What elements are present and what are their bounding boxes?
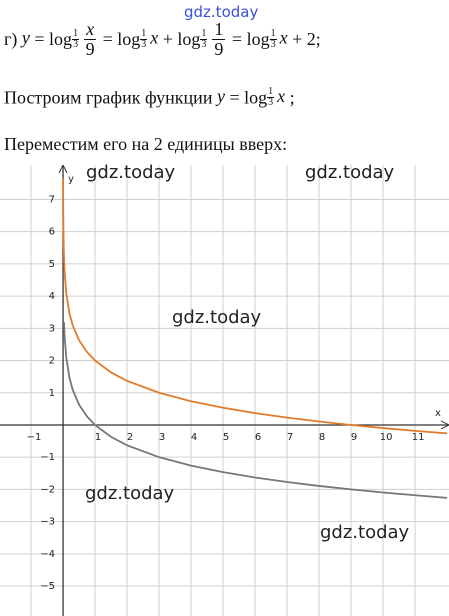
log: log (177, 28, 201, 49)
y-tick-label: 1 (49, 388, 55, 399)
watermark: gdz.today (320, 522, 410, 543)
den: 3 (201, 38, 207, 50)
den: 9 (85, 38, 95, 59)
y-tick-label: 5 (49, 259, 55, 270)
op: + (292, 28, 303, 49)
curve (62, 178, 448, 435)
op: = (231, 28, 243, 49)
den: 3 (73, 38, 79, 50)
var: y (216, 86, 225, 106)
y-tick-label: 2 (49, 356, 55, 367)
x-tick-label: 8 (319, 432, 325, 443)
den: 9 (214, 38, 224, 59)
x-axis-label: x (435, 408, 441, 419)
text-line: Переместим его на 2 единицы вверх: (4, 134, 288, 154)
log: log (246, 28, 270, 49)
y-tick-label: 7 (49, 194, 55, 205)
end: ; (315, 28, 321, 49)
num: 1 (200, 27, 208, 40)
y-tick-label: −1 (40, 452, 55, 463)
watermark: gdz.today (172, 307, 262, 328)
log: log (49, 28, 73, 49)
formula-line: г) y = log 1 3 x 9 = log 1 3 x + log 1 3 1 9 = log 1… (4, 20, 321, 59)
var: x (277, 86, 286, 106)
num: 1 (212, 19, 226, 40)
y-axis-label: y (68, 174, 74, 185)
chart: −1 1 2 3 4 5 6 7 8 9 10 11 −5 −4 −3 −2 −1 1 2 3 4 5 6 7 x y (0, 165, 449, 616)
x-tick-label: 11 (412, 432, 425, 443)
text-line: Построим график функции y = log 1 3 x ; (4, 86, 295, 108)
watermark: gdz.today (305, 162, 395, 183)
op: = (102, 28, 113, 49)
y-tick-label: −3 (40, 517, 55, 528)
x-tick-label: 1 (95, 432, 101, 443)
num: 2 (306, 28, 316, 49)
x-tick-label: −1 (27, 432, 42, 443)
y-tick-label: 3 (49, 323, 55, 334)
x-tick-label: 5 (223, 432, 229, 443)
y-tick-label: −5 (40, 581, 55, 592)
den: 3 (141, 38, 147, 50)
x-tick-label: 10 (380, 432, 393, 443)
end: ; (289, 87, 295, 108)
op: + (162, 28, 173, 49)
den: 3 (268, 97, 274, 109)
y-tick-label: 4 (49, 291, 55, 302)
x-tick-label: 6 (255, 432, 261, 443)
label: г) (4, 28, 18, 49)
var: x (150, 27, 159, 48)
op: = (34, 28, 45, 49)
watermark: gdz.today (85, 483, 175, 504)
op: = (229, 87, 240, 108)
x-tick-label: 4 (191, 432, 197, 443)
var: y (21, 27, 30, 48)
log: log (244, 87, 268, 108)
num: 1 (140, 27, 148, 40)
x-tick-label: 2 (127, 432, 133, 443)
num: 1 (269, 27, 277, 40)
x-tick-label: 3 (159, 432, 165, 443)
arrow (440, 420, 449, 430)
log: log (117, 28, 141, 49)
y-tick-label: −2 (40, 484, 55, 495)
watermark: gdz.today (184, 3, 259, 21)
arrow (58, 165, 68, 174)
num: 1 (267, 86, 275, 99)
num: x (84, 19, 97, 40)
y-tick-label: −4 (40, 549, 55, 560)
var: x (279, 27, 288, 48)
den: 3 (270, 38, 276, 50)
x-tick-label: 7 (287, 432, 293, 443)
curve (63, 322, 448, 499)
num: 1 (72, 27, 80, 40)
x-tick-label: 9 (351, 432, 357, 443)
text: Построим график функции (4, 87, 213, 108)
y-tick-label: 6 (49, 227, 55, 238)
watermark: gdz.today (86, 162, 176, 183)
